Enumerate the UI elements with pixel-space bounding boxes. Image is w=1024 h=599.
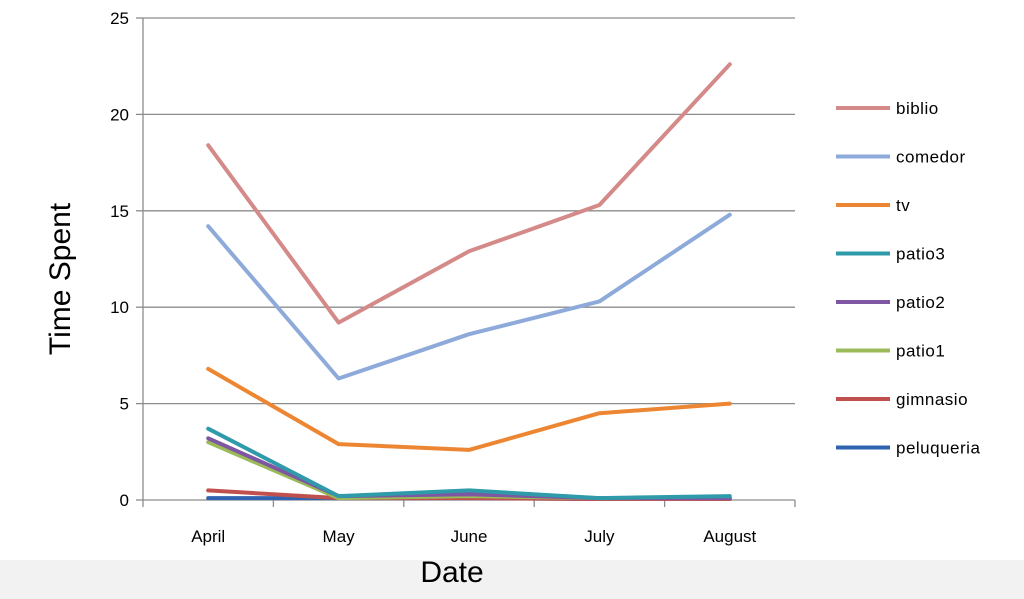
y-tick-label: 20: [110, 105, 129, 124]
y-tick-label: 25: [110, 9, 129, 28]
series-line-comedor: [206, 212, 732, 381]
series-line-biblio: [206, 62, 732, 325]
legend-label-biblio: biblio: [896, 99, 939, 118]
x-tick-label: June: [451, 527, 488, 546]
series-lines: [206, 62, 732, 501]
axes: [136, 17, 796, 507]
legend: biblio comedor tv patio3 patio2 patio1 gimnasi…: [836, 99, 980, 458]
legend-label-patio2: patio2: [896, 293, 945, 312]
y-tick-labels: 0 5 10 15 20 25: [110, 9, 129, 510]
legend-label-gimnasio: gimnasio: [896, 390, 968, 409]
x-tick-label: May: [323, 527, 356, 546]
y-tick-label: 10: [110, 298, 129, 317]
gridlines: [143, 17, 795, 405]
series-line-patio3: [206, 426, 732, 501]
x-axis-title: Date: [420, 556, 483, 589]
chart-background: [0, 0, 1024, 560]
y-axis-title: Time Spent: [44, 202, 77, 355]
x-tick-label: July: [584, 527, 615, 546]
y-tick-label: 0: [120, 491, 129, 510]
x-tick-label: April: [191, 527, 225, 546]
series-line-tv: [206, 366, 732, 452]
legend-label-tv: tv: [896, 196, 910, 215]
legend-label-patio3: patio3: [896, 245, 945, 264]
legend-label-peluqueria: peluqueria: [896, 439, 980, 458]
y-tick-label: 5: [120, 395, 129, 414]
legend-label-patio1: patio1: [896, 342, 945, 361]
x-tick-labels: April May June July August: [191, 527, 756, 546]
legend-label-comedor: comedor: [896, 148, 966, 167]
x-tick-label: August: [703, 527, 756, 546]
y-tick-label: 15: [110, 202, 129, 221]
